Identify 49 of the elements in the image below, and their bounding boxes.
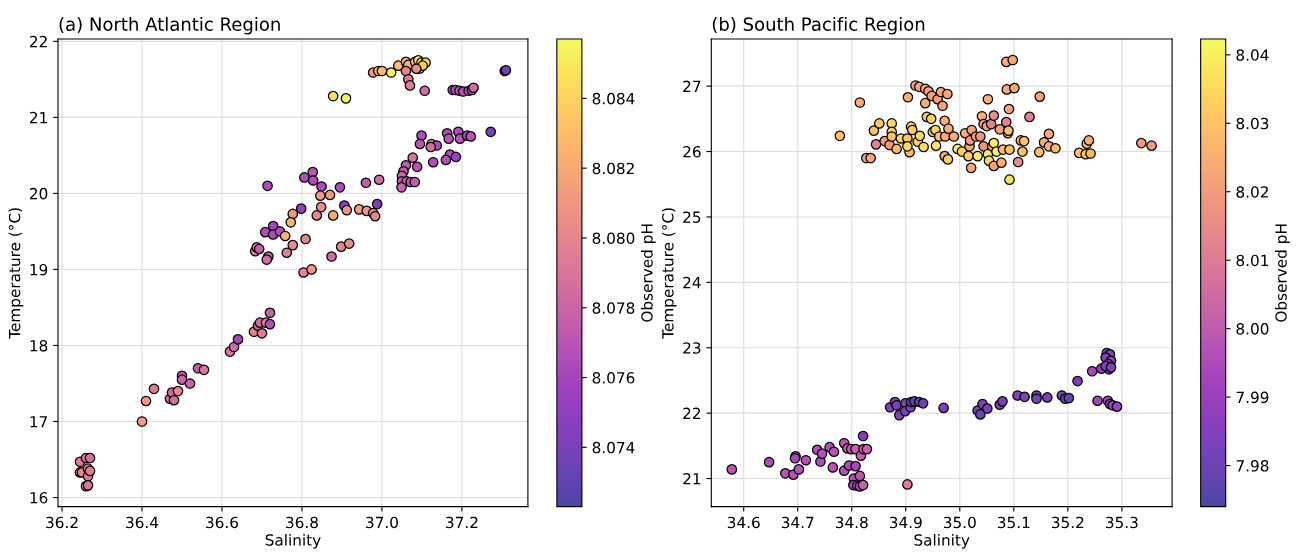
x-tick-label: 34.8 [835, 516, 868, 529]
y-axis-title: Temperature (°C) [661, 208, 677, 339]
x-tick-label: 34.7 [781, 516, 814, 529]
y-tick-label: 27 [683, 80, 701, 92]
y-tick-label: 16 [30, 492, 48, 504]
y-tick-label: 18 [30, 339, 48, 352]
color-bar-label: 8.080 [592, 232, 635, 244]
color-bar-title: Observed pH [1275, 224, 1290, 322]
y-tick-label: 26 [683, 146, 701, 158]
x-tick-label: 35.3 [1106, 516, 1138, 529]
color-bar-label: 8.02 [1236, 186, 1268, 198]
y-axis-title: Temperature (°C) [8, 208, 24, 339]
y-tick-label: 22 [683, 407, 701, 419]
color-bar-label: 8.01 [1236, 254, 1269, 267]
chart-title: (b) South Pacific Region [712, 17, 925, 35]
x-tick-label: 36.2 [46, 516, 78, 529]
color-bar-label: 8.084 [592, 92, 635, 105]
x-tick-label: 35.2 [1051, 516, 1084, 529]
y-tick-label: 21 [29, 111, 47, 124]
y-tick-label: 21 [683, 473, 701, 485]
x-tick-label: 35.1 [997, 516, 1030, 529]
color-bar-label: 8.082 [592, 162, 634, 175]
y-tick-label: 22 [29, 35, 47, 48]
x-tick-label: 34.6 [727, 516, 760, 529]
y-tick-label: 24 [683, 276, 701, 289]
y-tick-label: 19 [30, 263, 48, 276]
color-bar-label: 8.03 [1236, 117, 1269, 130]
x-axis-title: Salinity [265, 533, 321, 549]
x-tick-label: 36.8 [286, 516, 318, 529]
y-tick-label: 23 [683, 342, 701, 354]
y-tick-label: 20 [29, 187, 48, 200]
color-bar-label: 7.98 [1236, 460, 1269, 472]
color-bar-title: Observed pH [640, 224, 656, 322]
x-tick-label: 34.9 [889, 516, 922, 529]
x-axis-title: Salinity [914, 533, 970, 549]
x-tick-label: 36.4 [126, 516, 159, 529]
color-bar-label: 8.00 [1236, 323, 1269, 335]
y-tick-label: 17 [30, 416, 47, 428]
color-bar-label: 8.04 [1236, 49, 1269, 61]
x-tick-label: 35.0 [943, 516, 976, 529]
chart-title: (a) North Atlantic Region [59, 17, 280, 35]
x-tick-label: 37.0 [366, 516, 398, 529]
y-tick-label: 25 [683, 211, 701, 223]
x-tick-label: 36.6 [206, 516, 239, 529]
color-bar-label: 7.99 [1236, 391, 1269, 404]
x-tick-label: 37.2 [446, 516, 478, 529]
color-bar-label: 8.078 [592, 302, 635, 314]
color-bar-label: 8.074 [592, 441, 635, 454]
color-bar-label: 8.076 [592, 372, 635, 384]
